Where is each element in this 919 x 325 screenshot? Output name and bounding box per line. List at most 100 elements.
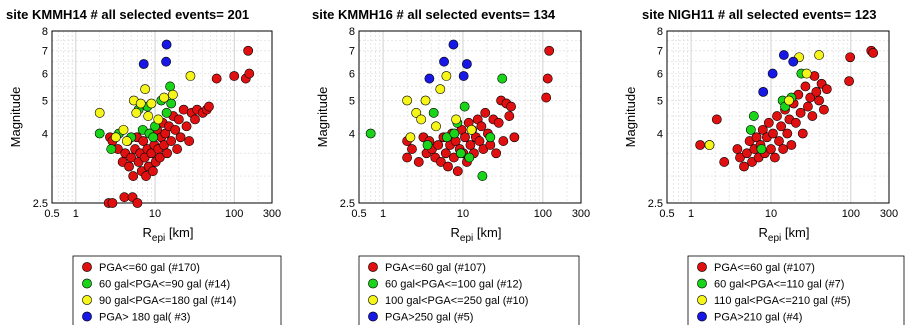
x-tick-label: 1 [73, 208, 79, 220]
data-point [464, 152, 475, 163]
data-point [110, 132, 121, 143]
x-axis-label-unit: [km] [165, 225, 193, 240]
y-tick-label: 5 [657, 96, 663, 108]
data-point [757, 124, 768, 135]
data-point [751, 132, 762, 143]
legend-entry: 100 gal<PGA<=250 gal (#10) [385, 295, 528, 307]
data-point [94, 128, 105, 139]
data-point [790, 117, 801, 128]
data-point [774, 136, 784, 146]
data-point [154, 152, 165, 163]
data-point [845, 52, 856, 63]
x-axis-label-main: R [451, 225, 460, 240]
series-3 [402, 71, 477, 143]
data-point [742, 148, 752, 159]
data-point [868, 47, 879, 58]
x-tick-label: 1 [688, 208, 694, 220]
data-point [504, 111, 515, 121]
chart-title: site KMMH14 # all selected events= 201 [6, 7, 249, 22]
legend-marker [697, 295, 707, 305]
y-tick-label: 4 [349, 128, 355, 140]
data-point [474, 136, 485, 146]
chart-panel-1: site KMMH14 # all selected events= 201 0.… [6, 7, 282, 325]
legend: PGA<=60 gal (#107) 60 gal<PGA<=110 gal (#… [687, 255, 905, 325]
legend-entry: PGA>210 gal (#4) [714, 312, 802, 324]
legend-marker [697, 311, 707, 322]
x-tick-label: 300 [263, 208, 281, 220]
data-point [229, 71, 240, 81]
y-tick-label: 2.5 [33, 198, 48, 210]
y-tick-label: 6 [42, 69, 48, 81]
data-point [745, 124, 756, 135]
data-point [732, 144, 743, 154]
series-4 [424, 39, 472, 84]
data-point [498, 136, 509, 146]
data-point [493, 117, 504, 128]
x-tick-label: 300 [572, 208, 590, 220]
data-point [807, 111, 818, 121]
data-point [436, 157, 446, 167]
data-point [784, 95, 794, 106]
data-point [190, 114, 200, 125]
data-point [443, 161, 453, 172]
legend-entry: PGA>250 gal (#5) [385, 312, 473, 324]
y-axis-label: Magnitude [8, 87, 23, 148]
data-point [170, 124, 181, 135]
data-point [786, 140, 797, 150]
data-point [147, 166, 158, 177]
data-point [431, 121, 441, 132]
data-point [126, 152, 137, 163]
data-point [509, 132, 520, 143]
data-point [795, 107, 806, 118]
data-point [811, 86, 822, 97]
data-point [776, 121, 787, 132]
data-point [459, 101, 470, 112]
y-tick-label: 8 [42, 26, 48, 38]
data-point [544, 45, 555, 56]
y-tick-label: 7 [657, 46, 663, 58]
y-tick-label: 8 [657, 26, 663, 38]
data-point [175, 132, 186, 143]
data-point [402, 152, 413, 163]
x-axis-label-unit: [km] [781, 225, 809, 240]
data-point [119, 192, 130, 203]
legend-entry: PGA<=60 gal (#107) [714, 262, 815, 274]
x-axis-label: Repi [km] [451, 225, 502, 244]
data-point [466, 124, 477, 135]
data-point [424, 73, 435, 84]
y-tick-label: 7 [42, 46, 48, 58]
data-point [244, 68, 255, 79]
data-point [465, 140, 476, 150]
y-tick-label: 2.5 [340, 198, 355, 210]
data-point [542, 73, 553, 84]
data-point [161, 107, 172, 118]
data-point [451, 114, 461, 125]
series-4 [138, 39, 172, 69]
data-point [161, 39, 172, 50]
data-point [768, 128, 778, 139]
data-point [821, 84, 832, 95]
data-point [413, 157, 424, 167]
x-axis-label-sub: epi [152, 233, 165, 244]
data-point [704, 140, 715, 150]
series-3 [94, 71, 196, 146]
data-point [801, 68, 812, 79]
data-point [448, 39, 459, 50]
data-point [772, 111, 782, 121]
data-point [94, 107, 105, 118]
data-point [181, 121, 192, 132]
data-point [477, 171, 488, 181]
x-axis-label-sub: epi [460, 233, 473, 244]
y-tick-label: 7 [349, 46, 355, 58]
axes-frame [358, 30, 582, 204]
data-point [797, 128, 808, 139]
legend-marker [697, 262, 707, 272]
data-point [506, 101, 516, 112]
x-tick-label: 100 [534, 208, 552, 220]
x-tick-label: 10 [765, 208, 777, 220]
series-3 [704, 50, 824, 150]
legend: PGA<=60 gal (#170) 60 gal<PGA<=90 gal (#1… [72, 255, 282, 325]
data-point [461, 59, 472, 69]
legend-box [358, 255, 580, 325]
